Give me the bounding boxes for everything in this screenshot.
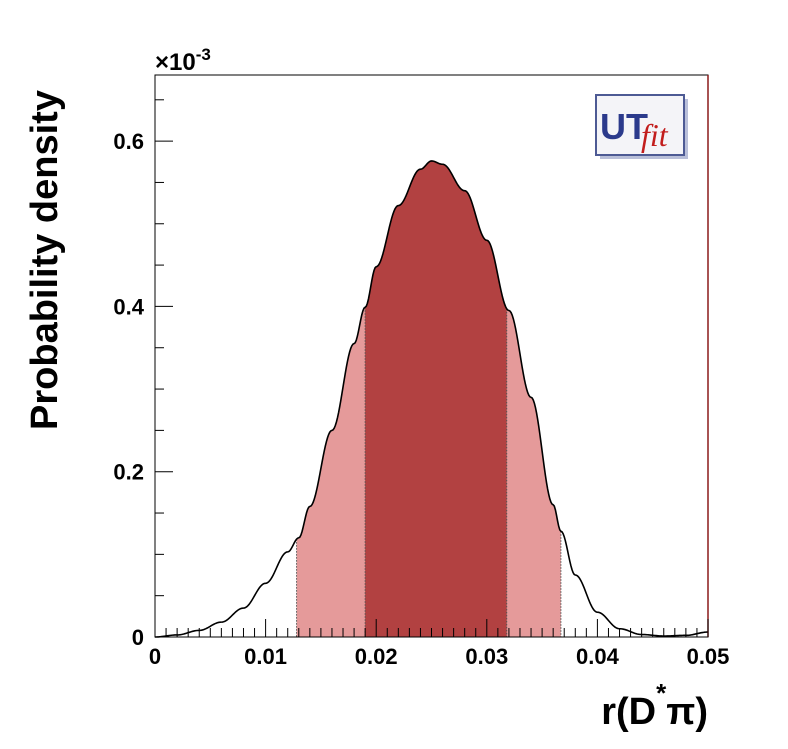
y-tick-label: 0.4: [113, 294, 144, 319]
y-axis-ticks: 0 0.2 0.4 0.6: [113, 99, 173, 650]
y-tick-label: 0.6: [113, 129, 144, 154]
interval-areas: [296, 160, 561, 637]
x-axis-title: r(D*π): [601, 678, 708, 733]
interval-boundaries: [296, 307, 562, 637]
interval-area-1: [365, 160, 507, 637]
y-exponent-label: ×10-3: [155, 45, 211, 76]
x-axis-title-main: r(D: [601, 691, 656, 733]
utfit-logo: UT fit: [595, 94, 688, 159]
y-tick-label: 0: [132, 625, 144, 650]
y-tick-label: 0.2: [113, 460, 144, 485]
x-tick-label: 0.04: [576, 644, 620, 669]
x-axis-title-tail: π): [666, 691, 708, 733]
y-axis-title: Probability density: [24, 90, 66, 430]
x-tick-label: 0.03: [465, 644, 508, 669]
y-exponent-prefix: ×10: [155, 49, 196, 76]
x-tick-label: 0.01: [244, 644, 287, 669]
x-tick-label: 0: [149, 644, 161, 669]
x-tick-label: 0.05: [687, 644, 730, 669]
logo-text-main: UT: [600, 106, 648, 147]
x-axis-ticks: 0 0.01 0.02 0.03 0.04 0.05: [149, 619, 730, 669]
probability-curve: [154, 160, 709, 638]
x-tick-label: 0.02: [355, 644, 398, 669]
x-axis-title-sup: *: [656, 678, 667, 708]
logo-text-script: fit: [641, 117, 669, 153]
y-exponent-power: -3: [196, 45, 211, 64]
